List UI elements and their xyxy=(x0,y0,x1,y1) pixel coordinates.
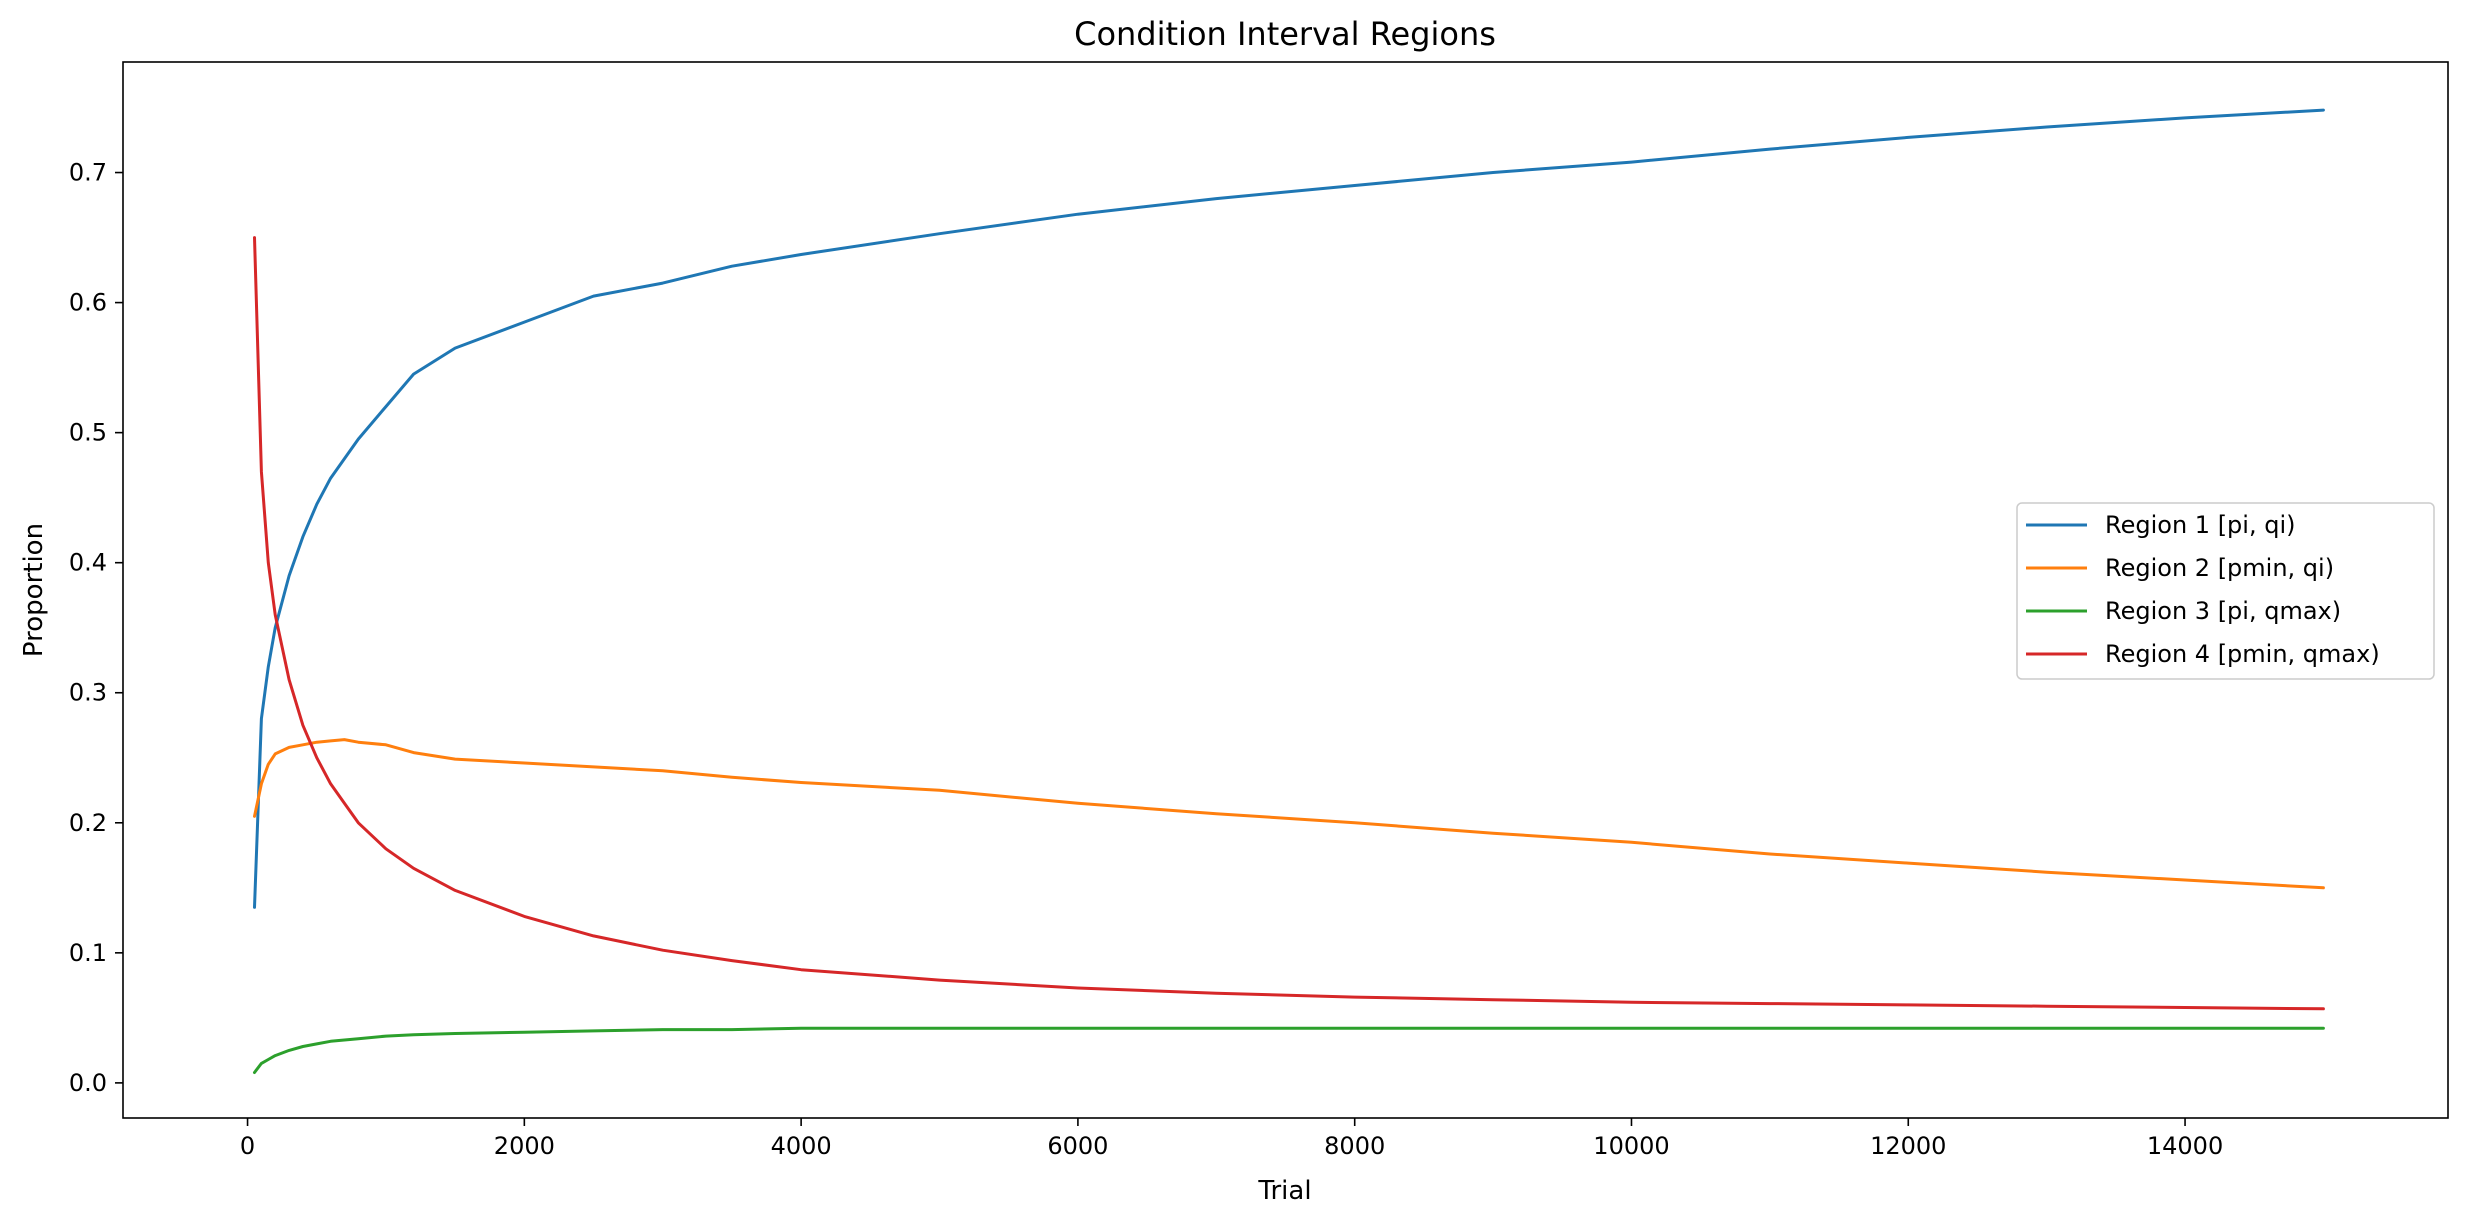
x-tick-label: 10000 xyxy=(1593,1132,1669,1160)
plot-frame xyxy=(122,61,2449,1119)
legend: Region 1 [pi, qi) Region 2 [pmin, qi) Regi… xyxy=(2016,502,2435,680)
y-tick-label: 0.4 xyxy=(69,549,107,577)
series-line-1 xyxy=(253,108,2325,909)
x-tick-label: 4000 xyxy=(771,1132,832,1160)
legend-label-3: Region 3 [pi, qmax) xyxy=(2105,597,2341,625)
y-tick-label: 0.6 xyxy=(69,289,107,317)
legend-label-1: Region 1 [pi, qi) xyxy=(2105,511,2295,539)
legend-label-4: Region 4 [pmin, qmax) xyxy=(2105,640,2380,668)
y-tick-label: 0.1 xyxy=(69,939,107,967)
x-axis-label: Trial xyxy=(1257,1176,1311,1206)
x-tick-label: 14000 xyxy=(2147,1132,2223,1160)
y-axis: 0.0 0.1 0.2 0.3 0.4 0.5 0.6 0.7 xyxy=(69,159,123,1097)
y-tick-label: 0.7 xyxy=(69,159,107,187)
y-tick-label: 0.3 xyxy=(69,679,107,707)
y-axis-label: Proportion xyxy=(19,523,49,657)
y-tick-label: 0.2 xyxy=(69,809,107,837)
chart-title: Condition Interval Regions xyxy=(1074,15,1496,53)
y-tick-label: 0.0 xyxy=(69,1069,107,1097)
series-line-3 xyxy=(253,1026,2325,1074)
x-tick-label: 12000 xyxy=(1870,1132,1946,1160)
series-line-2 xyxy=(253,738,2325,890)
x-tick-label: 0 xyxy=(240,1132,255,1160)
legend-label-2: Region 2 [pmin, qi) xyxy=(2105,554,2334,582)
series-line-4 xyxy=(253,236,2325,1011)
x-axis: 0 2000 4000 6000 8000 10000 12000 14000 xyxy=(240,1118,2223,1160)
x-tick-label: 2000 xyxy=(494,1132,555,1160)
plot-area xyxy=(253,108,2325,1074)
x-tick-label: 8000 xyxy=(1324,1132,1385,1160)
legend-frame xyxy=(2016,502,2435,680)
y-tick-label: 0.5 xyxy=(69,419,107,447)
x-tick-label: 6000 xyxy=(1047,1132,1108,1160)
